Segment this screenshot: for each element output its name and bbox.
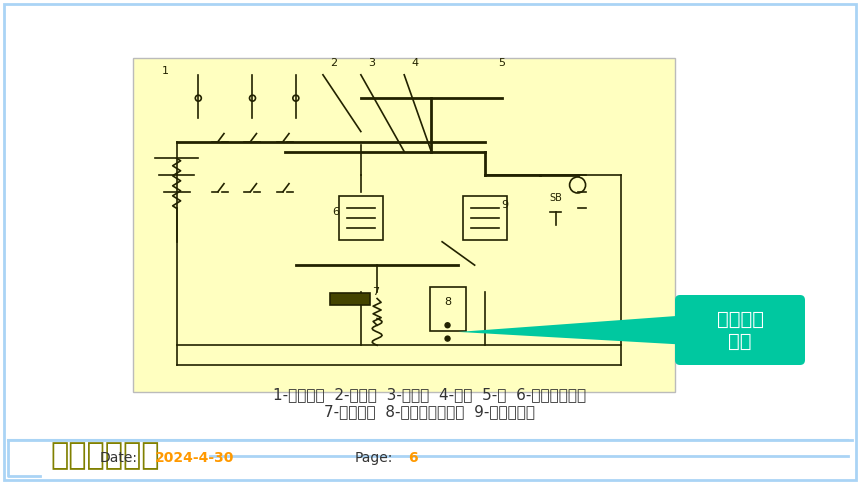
Text: 9: 9 bbox=[501, 200, 509, 210]
Text: 2024-4-30: 2024-4-30 bbox=[155, 451, 235, 465]
Text: 1-分闸弹簧  2-主触头  3-传动杆  4-锁扣  5-轴  6-过电流脱扣器: 1-分闸弹簧 2-主触头 3-传动杆 4-锁扣 5-轴 6-过电流脱扣器 bbox=[273, 388, 587, 403]
FancyBboxPatch shape bbox=[464, 197, 507, 241]
FancyBboxPatch shape bbox=[330, 292, 370, 304]
Circle shape bbox=[445, 336, 450, 341]
Text: Page:: Page: bbox=[355, 451, 393, 465]
FancyBboxPatch shape bbox=[429, 287, 465, 331]
Text: SB: SB bbox=[550, 193, 562, 203]
FancyBboxPatch shape bbox=[339, 197, 383, 241]
Text: 2: 2 bbox=[330, 58, 337, 68]
FancyBboxPatch shape bbox=[133, 58, 675, 392]
Circle shape bbox=[445, 323, 450, 328]
Text: 4: 4 bbox=[411, 58, 419, 68]
Text: Date:: Date: bbox=[100, 451, 138, 465]
Text: 5: 5 bbox=[498, 58, 505, 68]
Text: 3: 3 bbox=[368, 58, 375, 68]
Text: 7: 7 bbox=[372, 287, 378, 297]
Text: 6: 6 bbox=[332, 207, 339, 217]
Text: 线路过载
保护: 线路过载 保护 bbox=[716, 309, 764, 350]
Text: 6: 6 bbox=[408, 451, 418, 465]
Polygon shape bbox=[458, 315, 690, 345]
FancyBboxPatch shape bbox=[4, 4, 856, 480]
FancyBboxPatch shape bbox=[675, 295, 805, 365]
Text: 7-热脱扣器  8-欠压失压脱扣器  9-分励脱扣器: 7-热脱扣器 8-欠压失压脱扣器 9-分励脱扣器 bbox=[324, 405, 536, 420]
Text: 1: 1 bbox=[162, 66, 169, 76]
Text: 8: 8 bbox=[444, 297, 452, 307]
Text: 常用低压电器: 常用低压电器 bbox=[50, 441, 159, 470]
